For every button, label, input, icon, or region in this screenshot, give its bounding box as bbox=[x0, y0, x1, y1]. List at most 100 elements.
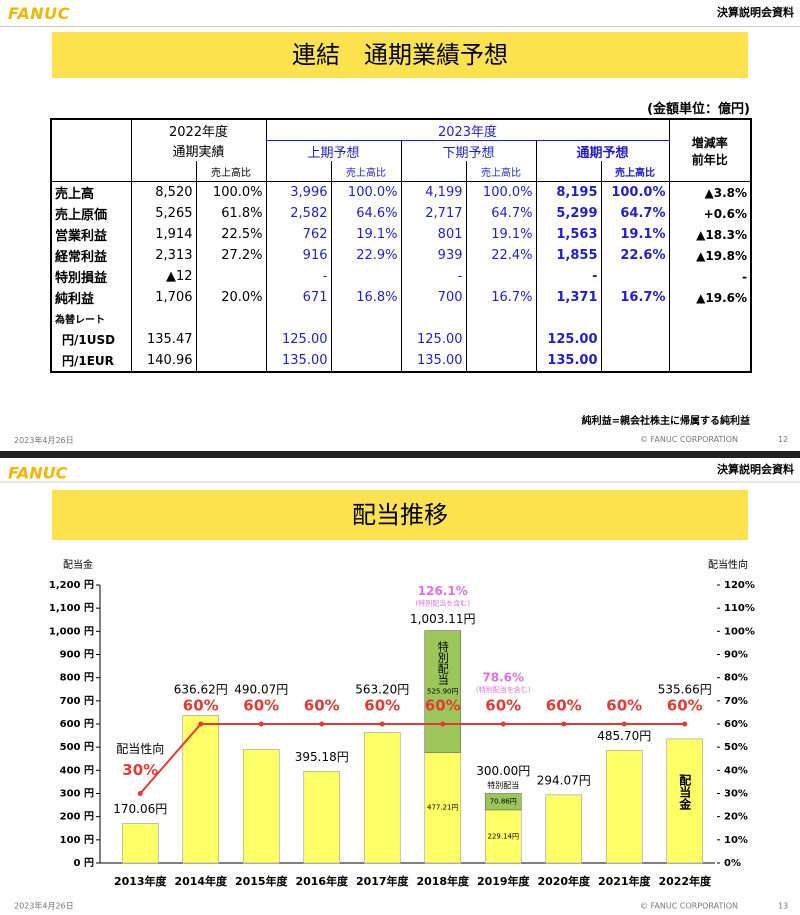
table-cell bbox=[465, 266, 536, 287]
header bbox=[535, 161, 601, 182]
table-cell: 特別損益 bbox=[50, 266, 131, 287]
y-tick-label: 700 円 bbox=[60, 695, 94, 707]
copyright: © FANUC CORPORATION bbox=[640, 435, 739, 444]
table-cell bbox=[195, 329, 266, 350]
y2-tick-label: 30% bbox=[724, 789, 748, 800]
header: 売上高比 bbox=[195, 161, 266, 182]
bar bbox=[545, 794, 583, 864]
bar bbox=[424, 752, 462, 864]
table-cell: 20.0% bbox=[195, 287, 266, 308]
slide-title: 配当推移 bbox=[352, 501, 448, 529]
table-cell: 16.7% bbox=[465, 287, 536, 308]
table-cell: 1,855 bbox=[535, 245, 601, 266]
table-cell: ▲19.8% bbox=[668, 245, 751, 266]
table-cell: 5,265 bbox=[130, 203, 196, 224]
y-tick-label: 600 円 bbox=[60, 718, 94, 730]
y-tick-label: 100 円 bbox=[60, 834, 94, 846]
bar-label: 395.18円 bbox=[295, 750, 349, 764]
table-cell bbox=[330, 329, 401, 350]
payout-point bbox=[500, 721, 506, 727]
bar-label: 636.62円 bbox=[174, 683, 228, 697]
header-text: 増減率 bbox=[691, 135, 728, 150]
header: 売上高比 bbox=[330, 161, 401, 182]
table-cell bbox=[600, 350, 669, 372]
x-tick-label: 2015年度 bbox=[235, 874, 289, 888]
title-banner bbox=[52, 490, 748, 540]
bar bbox=[605, 750, 643, 864]
x-tick-label: 2022年度 bbox=[658, 874, 712, 888]
table-cell: 125.00 bbox=[265, 329, 331, 350]
table-cell bbox=[668, 308, 751, 329]
y2-tick-label: 0% bbox=[724, 858, 741, 869]
series-name: 特別配当 bbox=[436, 639, 449, 685]
y2-tick-label: 60% bbox=[724, 719, 748, 730]
table-cell: 19.1% bbox=[600, 224, 669, 245]
slide-separator bbox=[0, 451, 800, 458]
table-cell: 64.7% bbox=[600, 203, 669, 224]
y2-tick-label: 70% bbox=[724, 696, 748, 707]
y2-tick-label: 90% bbox=[724, 650, 748, 661]
payout-total-label: 126.1% bbox=[418, 584, 468, 598]
table-cell: 為替レート bbox=[50, 308, 131, 329]
bar-label: 170.06円 bbox=[113, 802, 167, 816]
table-cell: 671 bbox=[265, 287, 331, 308]
payout-point bbox=[198, 721, 204, 727]
table-cell: 135.00 bbox=[535, 350, 601, 372]
table-cell: ▲18.3% bbox=[668, 224, 751, 245]
unit-note: (金額単位：億円) bbox=[647, 102, 750, 117]
series-name: 特別配当 bbox=[487, 780, 519, 790]
table-cell: 27.2% bbox=[195, 245, 266, 266]
table-cell: 2,717 bbox=[400, 203, 466, 224]
table-cell bbox=[668, 329, 751, 350]
payout-label: 30% bbox=[122, 761, 158, 779]
bar bbox=[484, 809, 522, 864]
date: 2023年4月26日 bbox=[14, 901, 74, 911]
bar-label: 229.14円 bbox=[488, 832, 520, 840]
bar bbox=[363, 732, 401, 864]
slide-tag: 決算説明会資料 bbox=[717, 6, 794, 19]
header-text: 前年比 bbox=[691, 152, 728, 167]
series-name: 配当金 bbox=[678, 773, 692, 811]
table-row: 円/1EUR 140.96 135.00 135.00 135.00 bbox=[50, 350, 751, 372]
y-axis-label: 配当金 bbox=[63, 558, 93, 571]
payout-point bbox=[137, 791, 143, 796]
table-cell: 経常利益 bbox=[50, 245, 131, 266]
y2-tick-label: 80% bbox=[724, 673, 748, 684]
y2-tick-label: 50% bbox=[724, 742, 748, 753]
header: 2022年度 bbox=[130, 119, 266, 141]
table-cell: ▲12 bbox=[130, 266, 196, 287]
table-cell bbox=[195, 350, 266, 372]
brand: FANUC bbox=[8, 4, 70, 23]
table-cell: 8,520 bbox=[130, 181, 196, 203]
x-tick-label: 2014年度 bbox=[174, 874, 228, 888]
table-cell: 売上高 bbox=[50, 181, 131, 203]
brand: FANUC bbox=[8, 464, 68, 483]
table-cell: 135.00 bbox=[400, 350, 466, 372]
table-row: 経常利益 2,313 27.2% 916 22.9% 939 22.4% 1,855 22.6%… bbox=[50, 245, 751, 266]
bar bbox=[182, 715, 220, 864]
table-cell bbox=[600, 266, 669, 287]
y2-tick-label: 100% bbox=[724, 626, 755, 637]
y-tick-label: 300 円 bbox=[60, 788, 94, 800]
bar-label: 70.86円 bbox=[490, 798, 517, 806]
table-cell: 22.9% bbox=[330, 245, 401, 266]
table-cell: 125.00 bbox=[400, 329, 466, 350]
bar-label: 525.90円 bbox=[427, 688, 459, 696]
bar-label: 485.70円 bbox=[597, 729, 651, 743]
y-tick-label: 1,200 円 bbox=[49, 579, 94, 591]
table-cell bbox=[600, 329, 669, 350]
forecast-table: 2022年度 2023年度 増減率 前年比 通期実績 上期予想 下期予想 通期予想… bbox=[50, 118, 752, 373]
page-number: 12 bbox=[778, 435, 789, 444]
table-cell bbox=[195, 308, 266, 329]
table-row: 売上原価 5,265 61.8% 2,582 64.6% 2,717 64.7% 5,299 6… bbox=[50, 203, 751, 224]
table-cell bbox=[130, 308, 196, 329]
table-row: 純利益 1,706 20.0% 671 16.8% 700 16.7% 1,371 16.7% ▲… bbox=[50, 287, 751, 308]
date: 2023年4月26日 bbox=[14, 436, 74, 445]
table-cell: 100.0% bbox=[465, 181, 536, 203]
table-cell bbox=[465, 329, 536, 350]
payout-point bbox=[621, 721, 627, 727]
payout-point bbox=[561, 721, 567, 727]
table-row: 営業利益 1,914 22.5% 762 19.1% 801 19.1% 1,563 19.1%… bbox=[50, 224, 751, 245]
header: 上期予想 bbox=[265, 140, 401, 161]
